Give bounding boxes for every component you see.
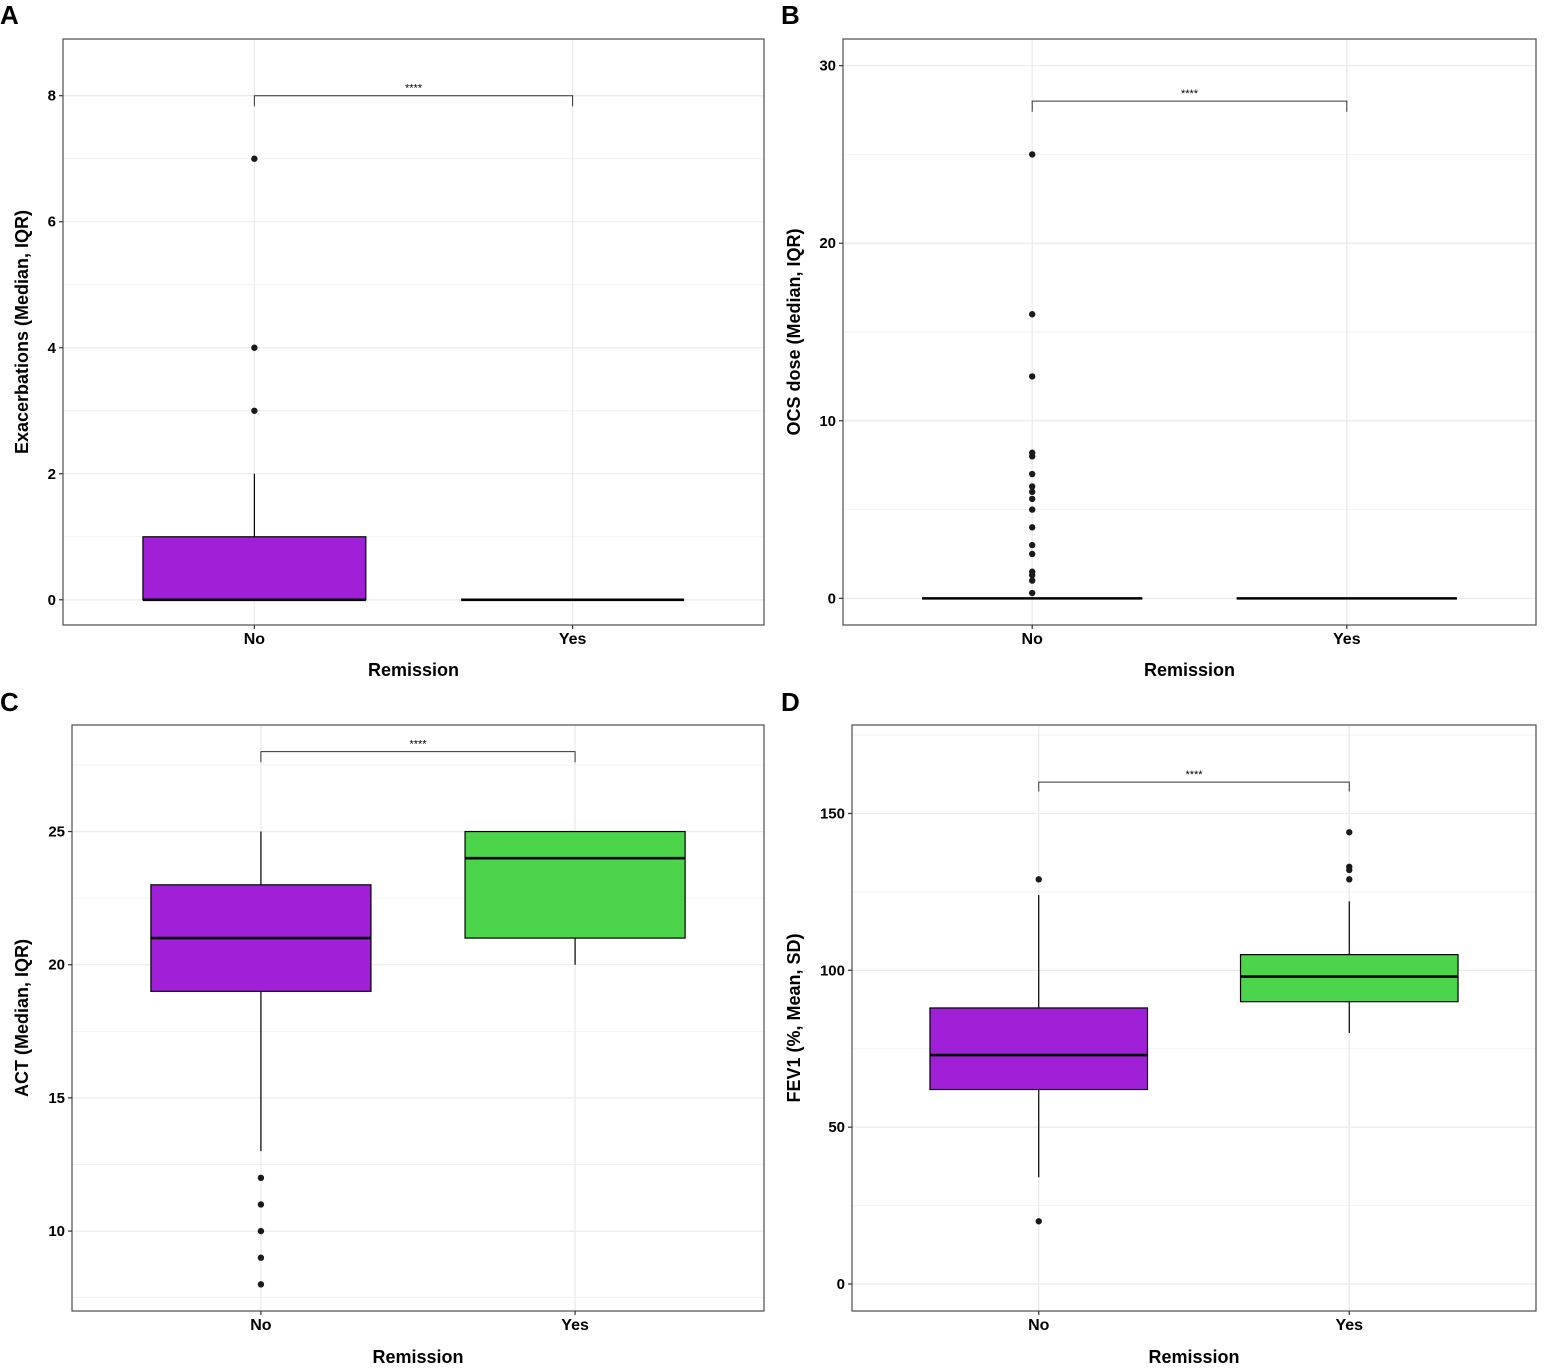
- x-axis-title: Remission: [372, 1347, 463, 1367]
- outlier-point: [1028, 488, 1036, 496]
- outlier-point: [1028, 524, 1036, 531]
- y-tick-label: 4: [48, 340, 57, 357]
- outlier-point: [1346, 876, 1353, 883]
- significance-label: ****: [405, 83, 423, 95]
- plot-frame: [62, 38, 765, 626]
- panel-b: B **** 0 10 20 30 No Yes Remission OCS dose (Medi…: [781, 0, 1537, 680]
- x-category-label: Yes: [1333, 631, 1361, 648]
- outlier-point: [257, 1174, 265, 1182]
- plot-frame: [851, 724, 1537, 1312]
- x-axis-title: Remission: [1148, 1347, 1239, 1367]
- outlier-point: [1028, 495, 1036, 503]
- outlier-point: [257, 1254, 265, 1261]
- x-axis-title: Remission: [1144, 660, 1235, 680]
- significance-label: ****: [409, 739, 427, 751]
- y-tick-label: 10: [819, 413, 836, 430]
- outlier-point: [1028, 483, 1036, 490]
- outlier-point: [251, 344, 258, 351]
- outlier-point: [1346, 829, 1353, 836]
- significance-label: ****: [1185, 769, 1203, 781]
- x-category-label: No: [250, 1317, 272, 1334]
- plot-frame: [71, 724, 765, 1312]
- outlier-point: [1035, 876, 1042, 883]
- plot-background: [63, 39, 764, 625]
- y-axis-title: ACT (Median, IQR): [12, 939, 32, 1097]
- x-category-label: No: [1022, 631, 1044, 648]
- plot-frame: [842, 38, 1537, 626]
- outlier-point: [257, 1227, 265, 1235]
- outlier-point: [257, 1281, 265, 1288]
- significance-bracket: [260, 751, 576, 763]
- outlier-point: [1028, 373, 1036, 380]
- outlier-point: [1028, 541, 1036, 549]
- box-no: [142, 536, 367, 601]
- outlier-point: [1028, 470, 1036, 478]
- y-tick-label: 30: [819, 58, 836, 75]
- panel-a: A **** 0 2 4 6 8 No Yes Remission Exacerbations (M…: [0, 0, 765, 680]
- y-axis-title: FEV1 (%, Mean, SD): [784, 933, 804, 1102]
- x-category-label: No: [1028, 1317, 1050, 1334]
- outlier-point: [1028, 568, 1036, 575]
- y-tick-label: 25: [48, 824, 65, 841]
- outlier-point: [1028, 550, 1036, 558]
- y-tick-label: 50: [828, 1119, 845, 1136]
- outlier-point: [1028, 506, 1036, 513]
- panel-letter: B: [781, 0, 800, 30]
- panel-letter: C: [0, 687, 19, 717]
- significance-bracket: [253, 95, 574, 107]
- y-tick-label: 150: [820, 805, 845, 822]
- outlier-point: [1028, 449, 1036, 456]
- outlier-point: [1035, 1218, 1042, 1225]
- x-category-label: Yes: [561, 1317, 589, 1334]
- outlier-point: [251, 407, 258, 414]
- x-category-label: No: [244, 631, 266, 648]
- panel-d: D **** 0 50 100 150 No Yes Remission FEV1 (%, Mea…: [781, 687, 1537, 1367]
- y-tick-label: 6: [48, 214, 56, 231]
- y-tick-label: 0: [828, 590, 836, 607]
- x-axis-title: Remission: [368, 660, 459, 680]
- y-tick-label: 0: [837, 1276, 845, 1293]
- y-tick-label: 8: [48, 88, 56, 105]
- y-tick-label: 20: [819, 235, 836, 252]
- y-tick-label: 0: [48, 592, 56, 609]
- y-tick-label: 2: [48, 466, 56, 483]
- panel-letter: A: [0, 0, 19, 30]
- significance-bracket: [1031, 100, 1348, 112]
- significance-label: ****: [1181, 88, 1199, 100]
- box-yes: [464, 830, 686, 939]
- y-tick-label: 15: [48, 1090, 65, 1107]
- y-tick-label: 20: [48, 957, 65, 974]
- x-category-label: Yes: [559, 631, 587, 648]
- y-axis-title: Exacerbations (Median, IQR): [12, 210, 32, 454]
- panel-c: C **** 10 15 20 25 No Yes Remission ACT (Median, …: [0, 687, 765, 1367]
- outlier-point: [1028, 589, 1036, 597]
- box-yes: [1239, 954, 1459, 1003]
- plot-background: [72, 725, 764, 1311]
- box-no: [929, 1007, 1149, 1091]
- y-axis-title: OCS dose (Median, IQR): [784, 228, 804, 435]
- panel-letter: D: [781, 687, 800, 717]
- x-category-label: Yes: [1335, 1317, 1363, 1334]
- outlier-point: [1028, 311, 1036, 318]
- outlier-point: [1346, 863, 1353, 870]
- significance-bracket: [1038, 781, 1350, 792]
- outlier-point: [1028, 577, 1036, 584]
- y-tick-label: 100: [820, 962, 845, 979]
- y-tick-label: 10: [48, 1223, 65, 1240]
- outlier-point: [251, 155, 258, 162]
- outlier-point: [257, 1201, 265, 1208]
- outlier-point: [1028, 151, 1036, 158]
